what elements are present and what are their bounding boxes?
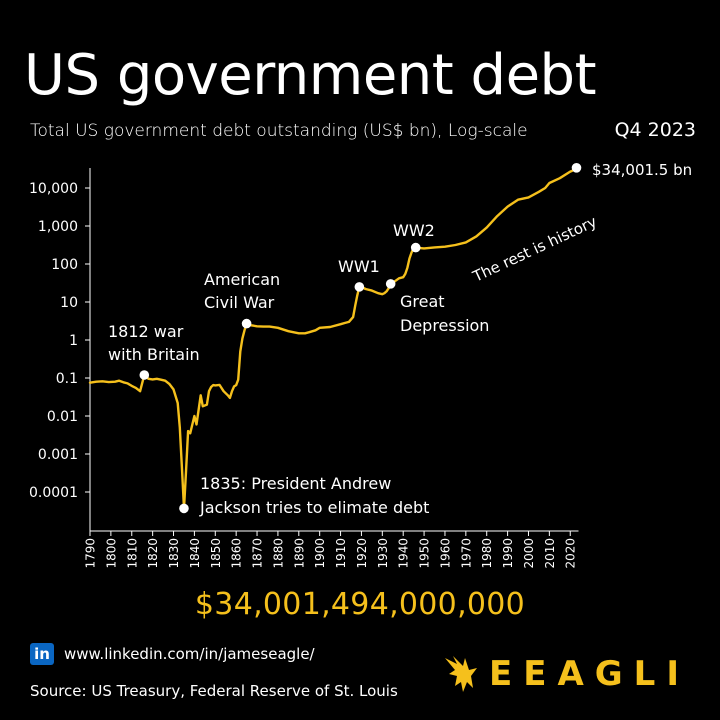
x-tick-label: 1810 — [125, 538, 139, 569]
x-tick-label: 1950 — [418, 538, 432, 569]
annotation-great-depression-text: Depression — [400, 316, 489, 335]
y-tick-label: 10 — [60, 295, 78, 311]
annotation-ww1-text: WW1 — [338, 257, 380, 276]
x-tick-label: 1890 — [292, 538, 306, 569]
x-tick-label: 2010 — [543, 538, 557, 569]
y-tick-label: 0.0001 — [29, 485, 78, 501]
y-tick-label: 10,000 — [29, 181, 78, 197]
page-title: US government debt — [24, 43, 597, 108]
linkedin-icon: in — [30, 643, 54, 665]
annotation-1812-war-text: with Britain — [108, 345, 200, 364]
debt-series-line — [88, 166, 578, 510]
debt-line-chart: 0.0001 0.001 0.01 0.1 1 10 100 1,000 10,000 1790 1… — [29, 161, 692, 569]
annotation-great-depression-label: Great Depression — [400, 292, 489, 335]
x-tick-label: 1930 — [376, 538, 390, 569]
x-tick-label: 1840 — [188, 538, 202, 569]
eagle-icon — [445, 656, 477, 692]
chart-annotations: 1812 war with Britain 1835: President Andr… — [108, 161, 692, 517]
annotation-civil-war-text: American — [204, 270, 280, 289]
chart-axes: 0.0001 0.001 0.01 0.1 1 10 100 1,000 10,000 1790 1… — [29, 168, 579, 569]
x-tick-label: 1830 — [167, 538, 181, 569]
x-tick-label: 1820 — [146, 538, 160, 569]
annotation-1835-jackson-label: 1835: President Andrew Jackson tries to e… — [199, 474, 429, 517]
chart-series — [88, 166, 578, 510]
total-debt-amount: $34,001,494,000,000 — [194, 587, 526, 622]
annotation-marker — [410, 242, 421, 253]
annotation-civil-war-label: American Civil War — [204, 270, 280, 312]
chart-subtitle: Total US government debt outstanding (US… — [30, 121, 528, 141]
annotation-1812-war-label: 1812 war with Britain — [108, 322, 200, 364]
x-tick-label: 1970 — [459, 538, 473, 569]
brand-name: EEAGLI — [489, 654, 690, 694]
linkedin-url[interactable]: www.linkedin.com/in/jameseagle/ — [64, 645, 315, 663]
annotation-latest-value-label: $34,001.5 bn — [592, 161, 692, 179]
annotation-marker — [179, 503, 189, 514]
annotation-ww2-label: WW2 — [393, 221, 435, 240]
annotation-rest-is-history-label: The rest is history — [469, 212, 600, 286]
period-label: Q4 2023 — [614, 119, 696, 141]
x-tick-label: 1920 — [355, 538, 369, 569]
y-tick-label: 1,000 — [38, 219, 78, 235]
x-tick-label: 1790 — [84, 538, 98, 569]
annotation-ww2-text: WW2 — [393, 221, 435, 240]
brand-logo: EEAGLI — [443, 654, 690, 694]
source-note: Source: US Treasury, Federal Reserve of … — [30, 682, 398, 700]
y-tick-label: 0.01 — [47, 409, 78, 425]
annotation-latest-value-text: $34,001.5 bn — [592, 161, 692, 179]
x-tick-label: 1860 — [230, 538, 244, 569]
x-tick-label: 1800 — [104, 538, 118, 569]
annotation-marker — [241, 318, 252, 329]
x-tick-label: 1880 — [271, 538, 285, 569]
y-tick-label: 100 — [51, 257, 78, 273]
y-tick-label: 0.001 — [38, 447, 78, 463]
x-tick-label: 1980 — [480, 538, 494, 569]
annotation-1835-jackson-text: 1835: President Andrew — [200, 474, 391, 493]
linkedin-row: in www.linkedin.com/in/jameseagle/ — [30, 641, 315, 667]
x-tick-label: 1990 — [501, 538, 515, 569]
x-tick-label: 1900 — [313, 538, 327, 569]
x-tick-label: 1850 — [209, 538, 223, 569]
annotation-ww1-label: WW1 — [338, 257, 380, 276]
x-tick-label: 1940 — [397, 538, 411, 569]
annotation-marker — [385, 279, 396, 289]
annotation-marker — [139, 370, 150, 380]
annotation-marker — [571, 163, 582, 173]
x-tick-label: 1960 — [438, 538, 452, 569]
annotation-civil-war-text: Civil War — [204, 293, 275, 312]
x-tick-label: 2000 — [522, 538, 536, 569]
annotation-great-depression-text: Great — [400, 292, 445, 311]
x-tick-label: 1910 — [334, 538, 348, 569]
annotation-marker — [354, 282, 365, 292]
x-tick-label: 2020 — [564, 538, 578, 569]
annotation-rest-is-history-text: The rest is history — [469, 212, 600, 286]
x-tick-label: 1870 — [251, 538, 265, 569]
y-tick-label: 0.1 — [56, 371, 78, 387]
annotation-1835-jackson-text: Jackson tries to elimate debt — [199, 498, 429, 517]
annotation-1812-war-text: 1812 war — [108, 322, 184, 341]
y-tick-label: 1 — [69, 333, 78, 349]
